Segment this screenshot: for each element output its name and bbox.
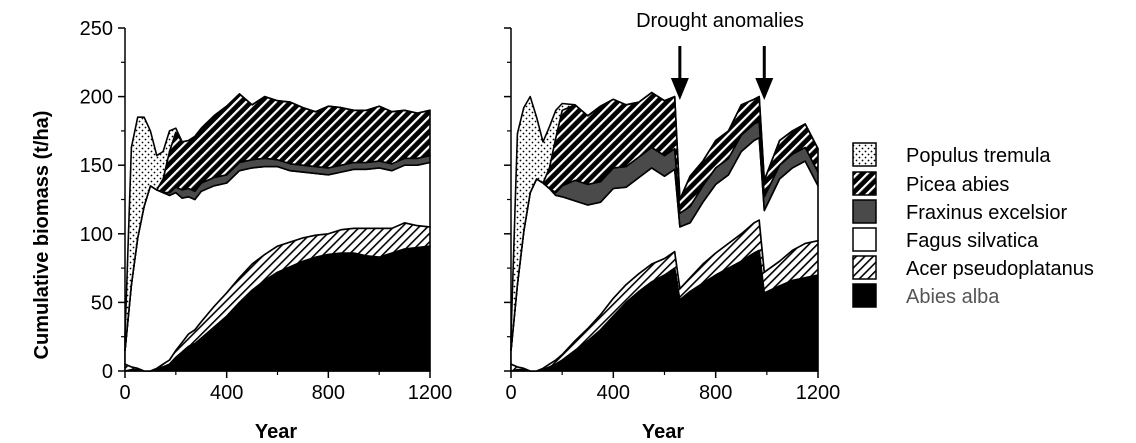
legend-swatch-fraxinus [852, 199, 877, 224]
legend-label-abies: Abies alba [906, 286, 1000, 308]
y-axis-label: Cumulative biomass (t/ha) [31, 111, 53, 360]
y-tick-label: 50 [91, 292, 113, 314]
area-populus-tremula-panel-1 [124, 93, 431, 352]
x-tick-label-panel-1: 400 [210, 382, 243, 404]
legend-label-picea: Picea abies [906, 174, 1009, 196]
legend-label-fagus: Fagus silvatica [906, 230, 1039, 252]
y-tick-label: 200 [80, 87, 113, 109]
y-tick-label: 100 [80, 224, 113, 246]
legend: Populus tremula Picea abies Fraxinus exc… [852, 142, 1094, 308]
legend-swatch-acer [852, 255, 877, 280]
legend-label-acer: Acer pseudoplatanus [906, 258, 1094, 280]
x-tick-label-panel-1: 1200 [408, 382, 453, 404]
x-tick-label-panel-1: 0 [119, 382, 130, 404]
x-tick-label-panel-1: 800 [312, 382, 345, 404]
x-tick-label-panel-2: 0 [505, 382, 516, 404]
legend-label-fraxinus: Fraxinus excelsior [906, 202, 1068, 224]
drought-arrow-head-2 [755, 78, 774, 100]
drought-arrow-head-1 [670, 78, 689, 100]
drought-annotation: Drought anomalies [636, 10, 804, 32]
x-axis-label-right: Year [642, 421, 684, 443]
y-tick-label: 150 [80, 155, 113, 177]
legend-swatch-fagus [852, 227, 877, 252]
area-populus-tremula-panel-2 [510, 91, 819, 352]
legend-swatch-picea [852, 171, 877, 196]
legend-swatch-populus [852, 142, 877, 167]
x-tick-label-panel-2: 800 [699, 382, 732, 404]
y-tick-label: 0 [102, 361, 113, 383]
x-tick-label-panel-2: 1200 [796, 382, 841, 404]
x-tick-label-panel-2: 400 [597, 382, 630, 404]
x-axis-label-left: Year [255, 421, 297, 443]
y-tick-label: 250 [80, 18, 113, 40]
legend-swatch-abies [852, 283, 877, 308]
legend-label-populus: Populus tremula [906, 145, 1051, 167]
